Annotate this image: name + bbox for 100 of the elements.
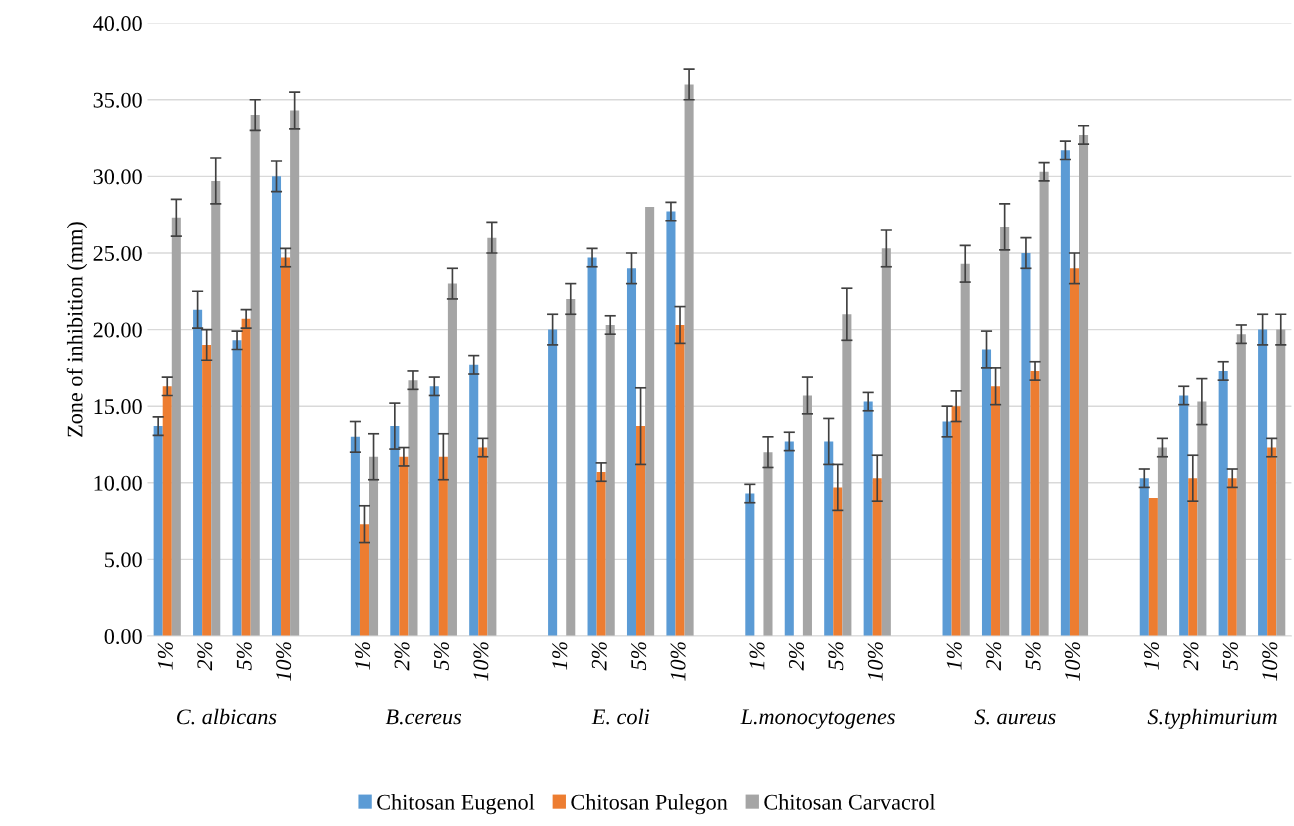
bar: [390, 426, 400, 637]
bar: [548, 329, 558, 637]
bar: [675, 324, 685, 637]
y-tick-label: 0.00: [104, 628, 142, 645]
legend-label: Chitosan Eugenol: [377, 794, 535, 815]
bar: [447, 283, 457, 637]
y-axis-title: Zone of inhibition (mm): [66, 222, 88, 437]
bar: [1276, 329, 1286, 637]
y-tick-label: 30.00: [93, 169, 142, 185]
bar: [1218, 370, 1228, 637]
bar: [605, 324, 615, 637]
bar: [566, 298, 576, 637]
bar: [171, 217, 181, 637]
bar: [408, 380, 418, 637]
bar: [1258, 329, 1268, 637]
x-tick-label: 5%: [236, 642, 252, 671]
y-tick-label: 40.00: [93, 16, 142, 32]
x-tick-label: 1%: [552, 642, 568, 670]
bar: [1157, 447, 1167, 637]
bar: [162, 386, 172, 637]
x-tick-label: 2%: [986, 642, 1002, 671]
bar: [881, 248, 891, 637]
bar: [833, 487, 843, 637]
bar: [960, 263, 970, 637]
bar: [487, 237, 497, 637]
text: S. aureus: [974, 709, 1056, 725]
bar: [241, 318, 251, 637]
bar: [478, 447, 488, 637]
x-tick-label: 2%: [1183, 642, 1199, 671]
legend-label: Chitosan Carvacrol: [764, 794, 936, 810]
x-tick-label: 1%: [355, 642, 371, 670]
bar: [438, 456, 448, 637]
bar: [350, 436, 360, 637]
bar: [211, 180, 221, 637]
bar: [1197, 401, 1207, 637]
text: B.cereus: [385, 709, 462, 725]
bar: [745, 493, 755, 637]
bar: [1060, 150, 1070, 637]
bar: [1069, 268, 1079, 637]
x-tick-label: 10%: [276, 642, 292, 681]
y-tick-label: 10.00: [94, 475, 142, 491]
bar: [596, 472, 606, 637]
bar: [636, 426, 646, 637]
bar: [872, 478, 882, 637]
bar: [399, 456, 409, 637]
bar: [202, 344, 212, 637]
x-tick-label: 2%: [788, 642, 804, 671]
bar: [1039, 171, 1049, 637]
bar: [193, 309, 203, 637]
bar: [942, 421, 952, 637]
bar: [824, 441, 834, 637]
x-tick-label: 1%: [1143, 642, 1159, 670]
x-tick-label: 10%: [473, 642, 489, 681]
x-tick-label: 2%: [591, 642, 607, 671]
bar: [281, 257, 291, 637]
x-tick-label: 1%: [749, 642, 765, 670]
y-tick-label: 20.00: [93, 322, 142, 338]
x-tick-label: 5%: [1222, 642, 1238, 671]
bar: [469, 364, 479, 637]
bar: [626, 268, 637, 637]
x-tick-label: 10%: [1065, 642, 1081, 681]
y-tick-label: 25.00: [93, 245, 142, 261]
x-tick-label: 2%: [197, 642, 213, 671]
bar: [587, 257, 597, 637]
bar: [369, 456, 379, 637]
bar: [1079, 134, 1089, 637]
text: S.typhimurium: [1147, 708, 1277, 729]
bar: [951, 406, 961, 637]
bar: [359, 524, 369, 637]
bar: [784, 441, 794, 637]
bar: [1030, 370, 1040, 637]
x-tick-label: 10%: [670, 642, 686, 681]
bar: [1227, 478, 1237, 637]
bar: [863, 401, 873, 637]
x-tick-label: 5%: [1025, 642, 1041, 671]
bar: [1188, 478, 1198, 637]
legend-label: Chitosan Pulegon: [571, 794, 728, 815]
y-tick-label: 5.00: [105, 552, 142, 568]
x-tick-label: 10%: [867, 642, 883, 681]
bar: [1000, 226, 1010, 637]
x-tick-label: 5%: [631, 642, 647, 671]
bar: [991, 386, 1001, 637]
bar: [271, 176, 282, 637]
bar: [429, 386, 439, 637]
bar: [666, 211, 676, 637]
text: L.monocytogenes: [740, 709, 895, 729]
bar: [1179, 395, 1189, 637]
bar: [290, 110, 300, 637]
x-tick-label: 10%: [1262, 642, 1278, 681]
text: C. albicans: [177, 708, 277, 725]
x-tick-label: 5%: [433, 642, 449, 671]
x-tick-label: 1%: [157, 642, 173, 670]
bar: [645, 207, 655, 637]
bar: [1236, 334, 1246, 637]
x-tick-label: 1%: [946, 642, 962, 670]
bar: [250, 115, 260, 637]
bar: [981, 349, 992, 637]
y-tick-label: 15.00: [94, 399, 142, 415]
bar: [1267, 447, 1277, 637]
bar: [153, 426, 163, 637]
